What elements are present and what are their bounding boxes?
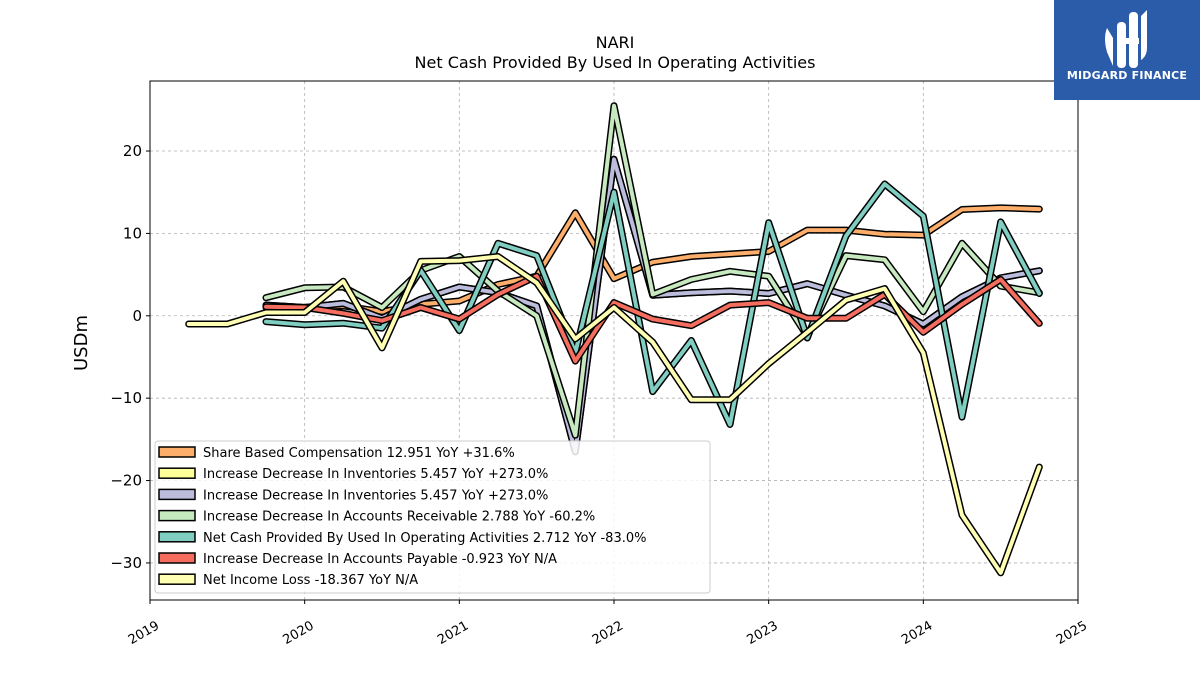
y-tick-label: −20 (110, 472, 142, 490)
legend-swatch (158, 488, 196, 501)
logo-text: MIDGARD FINANCE (1066, 69, 1188, 82)
midgard-finance-logo: MIDGARD FINANCE (1054, 0, 1200, 100)
x-tick-label: 2024 (899, 618, 935, 648)
y-axis-label: USDm (71, 315, 92, 371)
y-tick-label: 10 (123, 224, 142, 242)
legend-swatch (158, 573, 196, 585)
y-tick-label: 0 (132, 307, 142, 325)
series-line-stroke (186, 254, 1042, 575)
x-tick-label: 2019 (126, 618, 162, 648)
legend-swatch (158, 531, 196, 543)
legend-label: Net Income Loss -18.367 YoY N/A (203, 573, 418, 588)
series-line-stroke (264, 103, 1042, 438)
x-tick-label: 2025 (1054, 618, 1090, 648)
legend-label: Net Cash Provided By Used In Operating A… (203, 531, 646, 546)
legend-swatch (158, 552, 196, 564)
y-tick-label: 20 (123, 142, 142, 160)
legend-label: Increase Decrease In Accounts Receivable… (203, 510, 595, 525)
legend-swatch (158, 446, 196, 458)
legend-label: Increase Decrease In Inventories 5.457 Y… (203, 488, 548, 503)
series-line (262, 180, 1043, 428)
series-line (185, 253, 1043, 577)
chart-subtitle: Net Cash Provided By Used In Operating A… (415, 53, 816, 72)
chart-title: NARI (596, 33, 635, 52)
series-layer (185, 102, 1043, 577)
series-line (262, 102, 1043, 439)
x-tick-label: 2023 (745, 618, 781, 648)
logo-mark-icon (1105, 10, 1147, 68)
series-line-stroke (264, 182, 1042, 427)
legend-swatch (158, 509, 196, 522)
x-tick-label: 2020 (281, 618, 317, 648)
x-tick-label: 2021 (435, 618, 471, 648)
legend-box (154, 440, 711, 594)
y-tick-label: −30 (110, 554, 142, 572)
x-tick-label: 2022 (590, 618, 626, 648)
legend-label: Increase Decrease In Accounts Payable -0… (203, 552, 557, 567)
legend-swatch (158, 467, 196, 479)
legend-label: Share Based Compensation 12.951 YoY +31.… (203, 446, 515, 461)
y-tick-label: −10 (110, 389, 142, 407)
legend: Share Based Compensation 12.951 YoY +31.… (154, 440, 711, 594)
legend-label: Increase Decrease In Inventories 5.457 Y… (203, 467, 548, 482)
